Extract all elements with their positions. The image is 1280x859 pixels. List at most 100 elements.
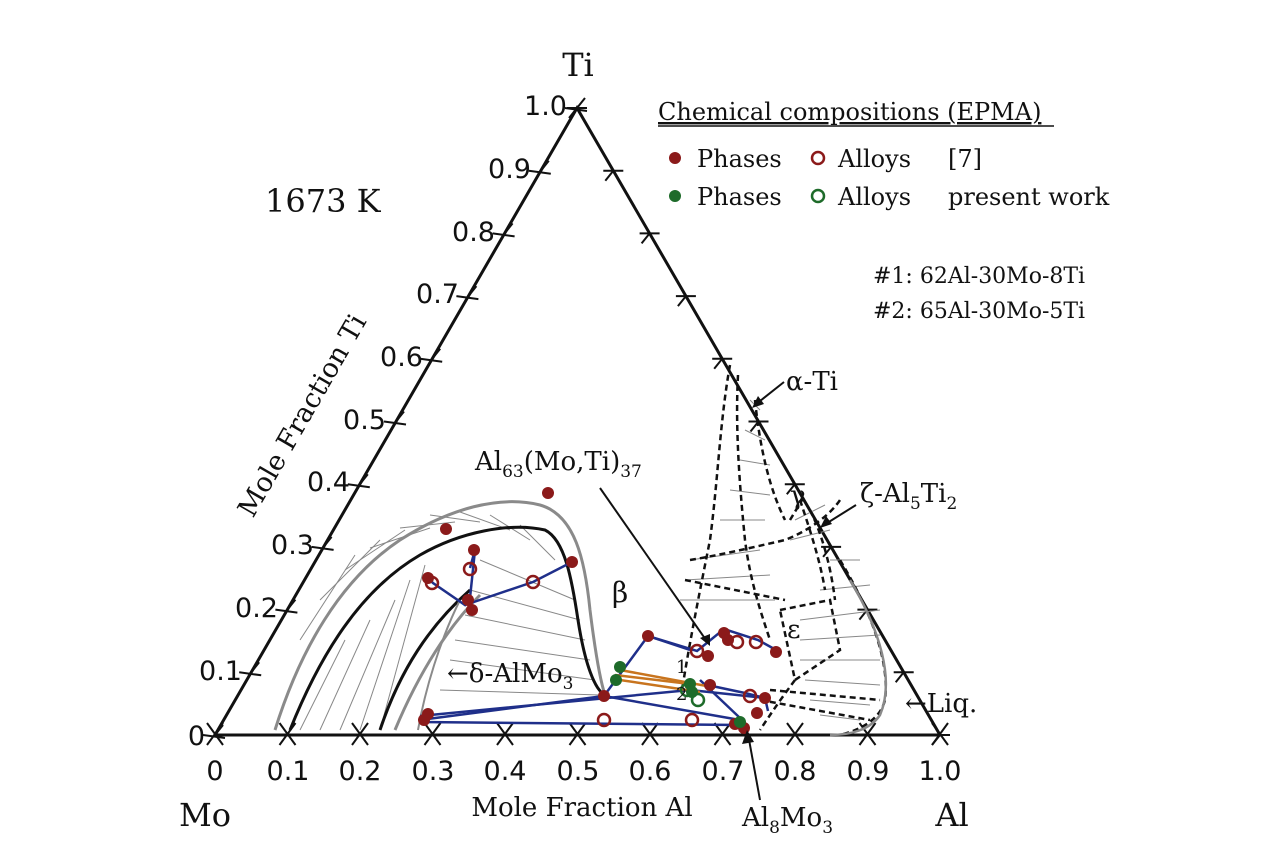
alloy-marker-1: 1 [676, 657, 687, 678]
tick-mark [492, 232, 515, 238]
tick-mark [431, 348, 441, 360]
legend-present-source: present work [948, 183, 1110, 211]
phase-point [462, 594, 474, 606]
tick-mark [713, 358, 723, 370]
present-phase-point [614, 661, 626, 673]
phase-point [468, 544, 480, 556]
legend-phase-present-label: Phases [697, 183, 782, 211]
temperature-label: 1673 K [265, 182, 382, 220]
tick-mark [206, 722, 224, 746]
alloy-point [596, 712, 612, 728]
zeta-mid: Ti [921, 479, 947, 509]
legend-alloy-present-label: Alloys [837, 183, 911, 211]
tick-mark [467, 285, 478, 297]
al-tick-label: 0.4 [484, 756, 527, 787]
tick-mark [931, 722, 949, 746]
phase-point [702, 650, 714, 662]
ti-tick-labels: 1.0 0.9 0.8 0.7 0.6 0.5 0.4 0.3 0.2 0.1 … [188, 91, 567, 752]
delta-region [273, 500, 607, 731]
alloy-marker-2: 2 [676, 684, 687, 705]
ti-tick-label: 1.0 [524, 91, 567, 122]
tick-mark [275, 608, 298, 614]
tick-mark [786, 722, 804, 746]
al63-mid: (Mo,Ti) [524, 447, 620, 477]
arrowhead-alpha [752, 396, 764, 408]
tick-mark [359, 473, 369, 485]
phase-point [598, 690, 610, 702]
al-tick-label: 0.7 [702, 756, 745, 787]
tick-mark [420, 357, 443, 363]
tick-mark [503, 222, 514, 235]
al63-sub1: 63 [502, 462, 524, 482]
delta-main: ←δ-AlMo [447, 659, 563, 689]
corner-label-ti: Ti [562, 46, 594, 84]
phase-point [466, 604, 478, 616]
present-alloy-point [690, 692, 706, 708]
alloy-point [689, 643, 705, 659]
al-tick-label: 0.6 [629, 756, 672, 787]
legend-alloy-ref7-label: Alloys [837, 145, 911, 173]
phase-point [542, 487, 554, 499]
axis-title-al: Mole Fraction Al [471, 793, 692, 823]
tick-mark [540, 160, 550, 172]
present-alloy-point [679, 682, 695, 698]
tick-mark [713, 722, 732, 746]
arrowhead-zeta [820, 516, 832, 528]
alloy-point [748, 634, 764, 650]
arrow-al8mo3 [747, 733, 761, 801]
ti-tick-label: 0.7 [416, 279, 459, 310]
label-epsilon: ε [787, 615, 800, 645]
ti-tick-label: 0.2 [235, 593, 278, 624]
phase-point [759, 692, 771, 704]
legend-title: Chemical compositions (EPMA) [658, 98, 1041, 126]
al-tick-label: 0.3 [412, 756, 455, 787]
axis-ticks [202, 97, 950, 746]
tick-mark [528, 169, 551, 175]
phase-labels: α-Ti γ ζ-Al5Ti2 β ε ←δ-AlMo3 ←Liq. Al63(… [447, 367, 977, 838]
tick-mark [641, 722, 659, 746]
alloy-note-2: #2: 65Al-30Mo-5Ti [873, 299, 1085, 324]
tick-mark [311, 545, 334, 551]
tick-mark [456, 295, 479, 301]
legend-phase-ref7-label: Phases [697, 145, 782, 173]
phase-point [440, 523, 452, 535]
corner-label-al: Al [934, 796, 968, 834]
al-tick-label: 1.0 [919, 756, 962, 787]
arrowhead-al8mo3 [742, 730, 754, 744]
alloy-point [684, 712, 700, 728]
tick-mark [239, 671, 262, 677]
alloy-point [729, 634, 745, 650]
phase-point [770, 646, 782, 658]
al-tick-label: 0.8 [774, 756, 817, 787]
zeta-sub1: 5 [910, 494, 921, 514]
tick-mark [786, 483, 796, 495]
alloy-point [525, 574, 541, 590]
tick-mark [322, 536, 333, 548]
tick-mark [568, 107, 578, 119]
al63-prefix: Al [474, 447, 502, 477]
tick-mark [351, 722, 369, 746]
alloy-point [424, 575, 440, 591]
tick-mark [383, 420, 407, 426]
label-al8mo3: Al8Mo3 [741, 803, 833, 838]
al-tick-label: 0.9 [847, 756, 890, 787]
tick-mark [822, 546, 832, 558]
ti-tick-label: 0.1 [199, 656, 242, 687]
alloy-note-1: #1: 62Al-30Mo-8Ti [873, 264, 1085, 289]
alloy-point [462, 561, 478, 577]
label-liquid: ←Liq. [905, 689, 977, 719]
al-tick-label: 0 [206, 756, 223, 787]
arrowhead-al63 [700, 634, 710, 646]
legend-alloy-present-marker [810, 188, 826, 204]
al8-prefix: Al [741, 803, 769, 833]
delta-sub: 3 [563, 674, 574, 694]
al-tick-labels: 0 0.1 0.2 0.3 0.4 0.5 0.6 0.7 0.8 0.9 1.… [206, 756, 961, 787]
ti-tick-label: 0.8 [452, 217, 495, 248]
label-beta: β [612, 576, 628, 609]
legend-ref7-source: [7] [948, 145, 982, 173]
tick-mark [568, 722, 587, 746]
al8-sub2: 3 [822, 818, 833, 838]
al-rich-region [680, 364, 888, 737]
